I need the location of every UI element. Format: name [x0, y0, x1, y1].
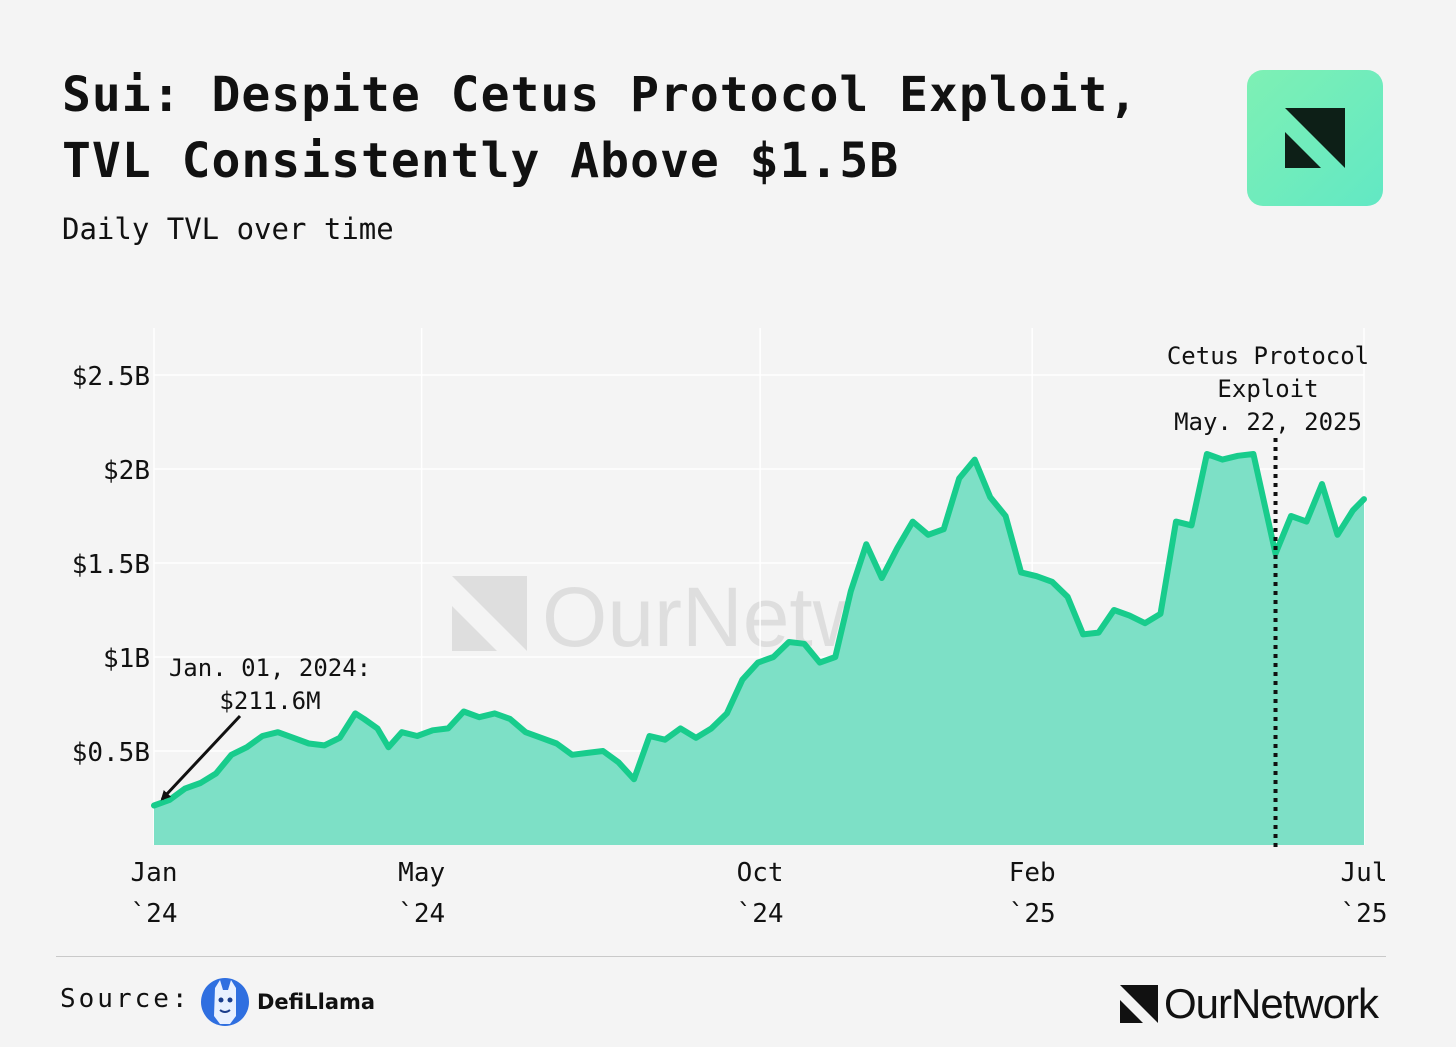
chart-subtitle: Daily TVL over time — [62, 212, 394, 246]
x-axis-ticks: Jan `24 May `24 Oct `24 Feb `25 Jul `25 — [131, 858, 1388, 929]
x-tick-label-year: `24 — [131, 899, 178, 929]
exploit-annotation-text: Cetus Protocol — [1167, 342, 1369, 370]
start-annotation-text: $211.6M — [219, 687, 320, 715]
x-tick-label-year: `25 — [1009, 899, 1056, 929]
source-label: Source: — [60, 984, 191, 1014]
tvl-chart: OurNetwork $0.5B$1B$1.5B$2B$2.5B Jan`24M… — [72, 328, 1388, 929]
x-tick-label-year: `25 — [1341, 899, 1388, 929]
x-tick-label-month: Oct — [737, 858, 784, 888]
chart-title-line-1: Sui: Despite Cetus Protocol Exploit, — [62, 67, 1139, 123]
y-tick-label: $0.5B — [72, 738, 150, 768]
ournetwork-mark-icon — [1120, 985, 1158, 1023]
y-tick-label: $1B — [103, 644, 150, 674]
y-tick-label: $2B — [103, 456, 150, 486]
x-tick-label-month: Jan — [131, 858, 178, 888]
y-tick-label: $1.5B — [72, 550, 150, 580]
start-annotation-arrow — [160, 714, 242, 801]
source-name: DefiLlama — [257, 990, 376, 1014]
x-tick-label-year: `24 — [398, 899, 445, 929]
exploit-annotation-text: May. 22, 2025 — [1174, 408, 1362, 436]
footer-divider — [56, 956, 1386, 957]
ournetwork-logo-tile — [1247, 70, 1383, 206]
y-tick-label: $2.5B — [72, 362, 150, 392]
tvl-line — [151, 451, 1367, 809]
start-annotation-text: Jan. 01, 2024: — [169, 654, 371, 682]
y-axis-ticks: $0.5B $1B $1.5B $2B $2.5B — [72, 362, 150, 768]
chart-title-line-2: TVL Consistently Above $1.5B — [62, 133, 900, 189]
x-tick-label-month: Jul — [1341, 858, 1388, 888]
defillama-logo-icon — [201, 978, 249, 1026]
x-tick-label-year: `24 — [737, 899, 784, 929]
x-tick-label-month: May — [398, 858, 445, 888]
ournetwork-wordmark: OurNetwork — [1164, 980, 1379, 1027]
tvl-area-fill — [154, 454, 1364, 845]
annotations: Jan. 01, 2024: $211.6M Cetus Protocol Explo… — [160, 342, 1369, 852]
chart-title: Sui: Despite Cetus Protocol Exploit, TVL… — [62, 62, 1138, 194]
exploit-annotation-text: Exploit — [1217, 375, 1318, 403]
ournetwork-logo-icon — [1285, 108, 1345, 168]
x-tick-label-month: Feb — [1009, 858, 1056, 888]
